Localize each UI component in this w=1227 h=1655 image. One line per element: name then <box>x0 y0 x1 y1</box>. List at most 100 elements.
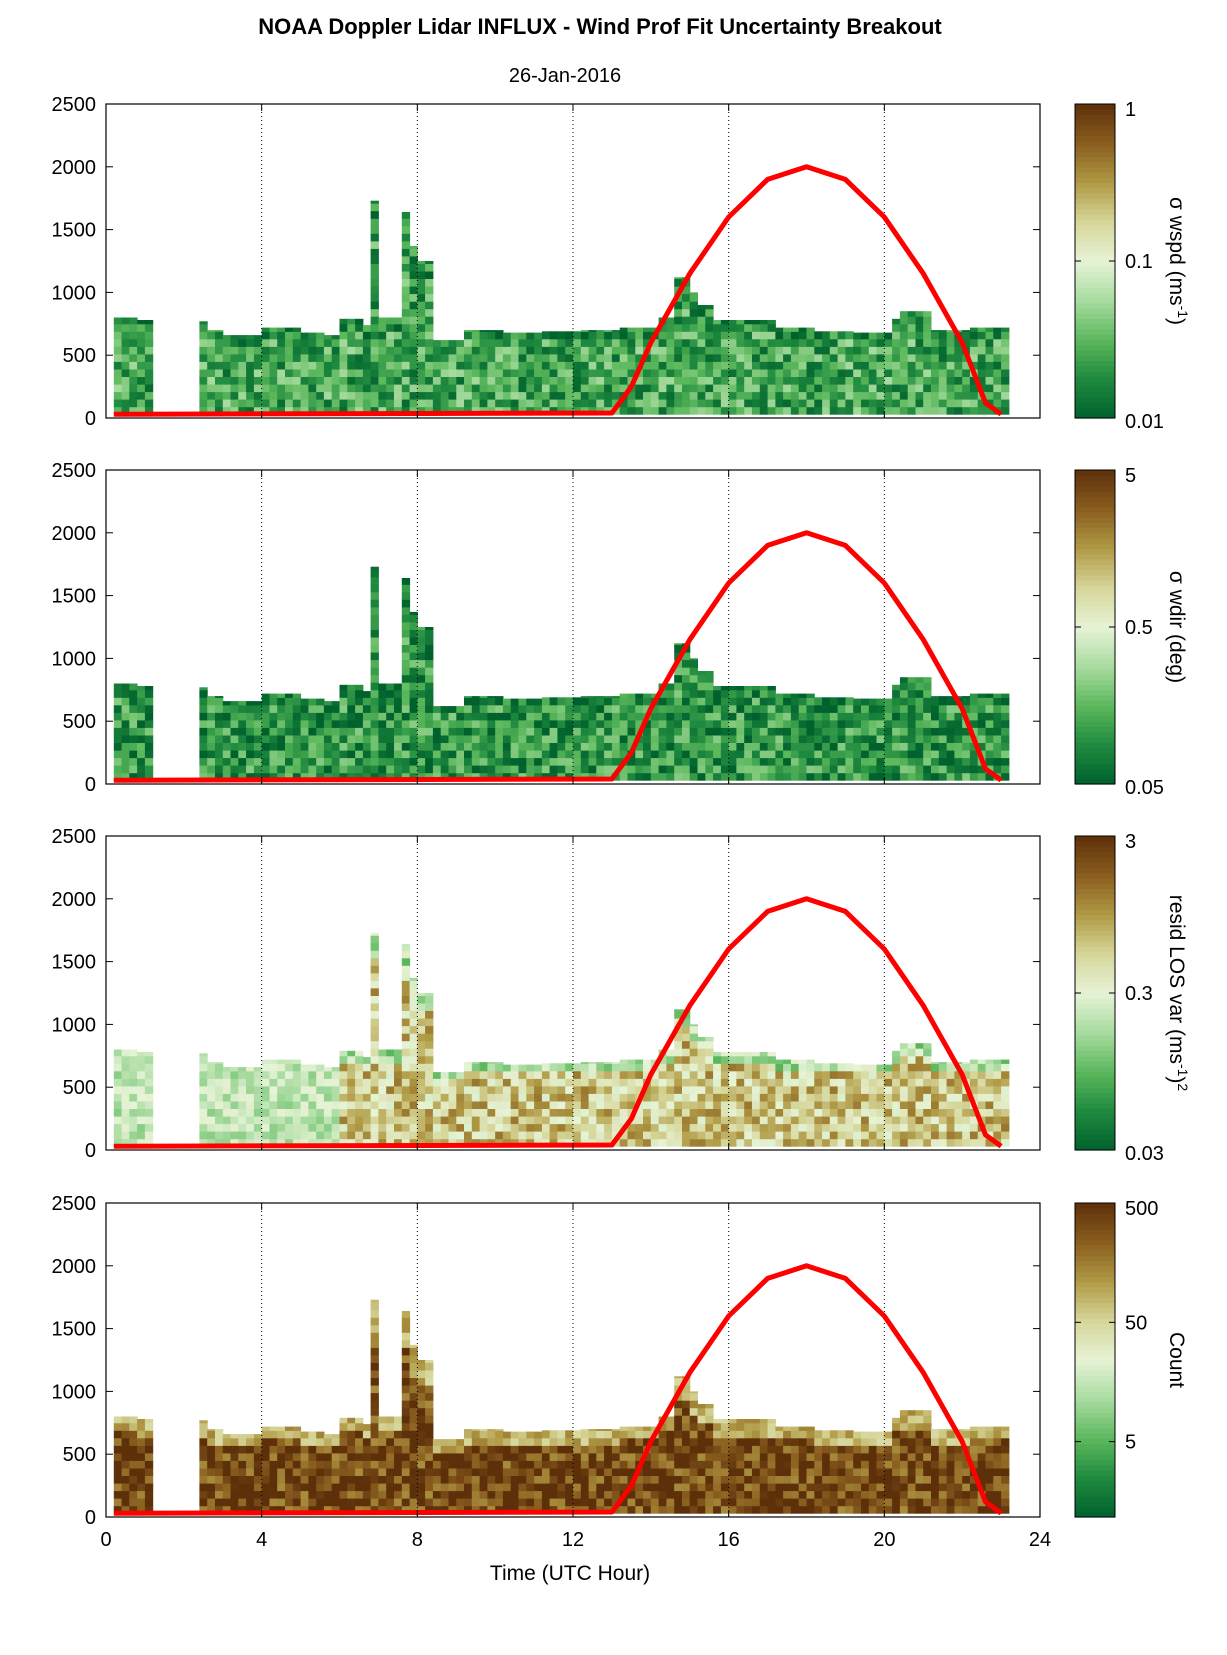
heatmap-cell <box>246 704 255 713</box>
heatmap-cell <box>378 1123 387 1132</box>
heatmap-cell <box>121 689 130 698</box>
heatmap-cell <box>362 757 372 766</box>
heatmap-cell <box>456 750 465 759</box>
heatmap-cell <box>650 361 660 370</box>
heatmap-cell <box>331 1131 340 1140</box>
heatmap-cell <box>215 1078 224 1087</box>
heatmap-cell <box>401 950 411 959</box>
heatmap-cell <box>401 331 411 340</box>
heatmap-cell <box>767 391 776 400</box>
heatmap-cell <box>946 712 955 721</box>
heatmap-cell <box>300 772 309 781</box>
heatmap-cell <box>946 1138 955 1147</box>
colorbar-segment <box>1075 1113 1115 1120</box>
heatmap-cell <box>409 1116 418 1125</box>
heatmap-cell <box>432 406 442 415</box>
heatmap-cell <box>1001 406 1010 415</box>
heatmap-cell <box>355 697 364 706</box>
heatmap-cell <box>246 701 255 706</box>
heatmap-cell <box>697 316 706 325</box>
heatmap-cell <box>269 361 278 370</box>
heatmap-cell <box>417 308 426 317</box>
heatmap-cell <box>549 735 558 743</box>
heatmap-cell <box>798 704 807 713</box>
heatmap-cell <box>884 376 893 385</box>
heatmap-cell <box>759 1055 769 1064</box>
heatmap-cell <box>682 1085 691 1094</box>
heatmap-cell <box>425 1138 434 1147</box>
heatmap-cell <box>261 1426 270 1431</box>
heatmap-cell <box>129 1505 138 1514</box>
heatmap-cell <box>246 346 255 355</box>
heatmap-cell <box>269 369 278 377</box>
heatmap-cell <box>261 772 270 781</box>
heatmap-cell <box>557 757 566 766</box>
heatmap-cell <box>285 391 294 400</box>
heatmap-cell <box>339 1490 348 1499</box>
heatmap-cell <box>432 1505 442 1514</box>
heatmap-cell <box>814 1063 823 1072</box>
heatmap-cell <box>269 697 278 706</box>
heatmap-cell <box>362 1445 372 1454</box>
heatmap-cell <box>425 1392 434 1401</box>
heatmap-cell <box>432 727 442 736</box>
heatmap-cell <box>440 406 449 415</box>
heatmap-cell <box>370 406 379 415</box>
heatmap-cell <box>658 1101 667 1109</box>
heatmap-cell <box>541 1093 551 1102</box>
heatmap-cell <box>401 1422 411 1431</box>
heatmap-cell <box>962 772 971 781</box>
heatmap-cell <box>954 353 963 362</box>
heatmap-cell <box>448 346 457 355</box>
heatmap-cell <box>931 742 940 751</box>
heatmap-cell <box>199 1053 208 1057</box>
heatmap-cell <box>409 614 418 623</box>
heatmap-cell <box>409 331 418 340</box>
heatmap-cell <box>907 1116 916 1125</box>
heatmap-cell <box>238 1434 247 1439</box>
heatmap-cell <box>432 353 442 362</box>
heatmap-cell <box>650 735 660 743</box>
overlay-curve <box>113 896 1003 1149</box>
heatmap-cell <box>440 384 449 393</box>
heatmap-cell <box>611 727 621 736</box>
heatmap-cell <box>697 331 706 340</box>
heatmap-cell <box>331 391 340 400</box>
heatmap-cell <box>339 712 348 721</box>
heatmap-cell <box>705 697 714 706</box>
heatmap-cell <box>269 1505 278 1514</box>
heatmap-cell <box>899 712 909 721</box>
heatmap-cell <box>534 384 543 393</box>
heatmap-cell <box>269 1138 278 1147</box>
heatmap-cell <box>767 338 776 347</box>
heatmap-cell <box>798 719 807 728</box>
heatmap-cell <box>285 1490 294 1499</box>
heatmap-cell <box>308 727 317 736</box>
heatmap-cell <box>292 1437 302 1446</box>
heatmap-cell <box>907 765 916 774</box>
heatmap-cell <box>931 1138 940 1147</box>
heatmap-cell <box>432 742 442 751</box>
heatmap-cell <box>993 331 1002 340</box>
heatmap-cell <box>962 384 971 393</box>
heatmap-cell <box>658 391 667 400</box>
heatmap-cell <box>884 391 893 400</box>
heatmap-cell <box>261 1131 270 1140</box>
heatmap-cell <box>969 757 979 766</box>
heatmap-cell <box>580 330 590 332</box>
heatmap-cell <box>938 376 948 385</box>
colorbar-segment <box>1075 695 1115 701</box>
heatmap-cell <box>853 704 862 713</box>
heatmap-cell <box>837 399 846 408</box>
heatmap-cell <box>861 399 870 408</box>
heatmap-cell <box>993 1078 1002 1087</box>
heatmap-cell <box>230 1434 239 1439</box>
heatmap-cell <box>121 1123 130 1132</box>
heatmap-cell <box>946 697 955 706</box>
heatmap-cell <box>277 376 286 385</box>
colorbar-segment <box>1075 376 1115 382</box>
heatmap-cell <box>362 1475 372 1484</box>
heatmap-cell <box>938 1116 948 1125</box>
heatmap-cell <box>207 353 216 362</box>
heatmap-cell <box>121 1085 130 1094</box>
